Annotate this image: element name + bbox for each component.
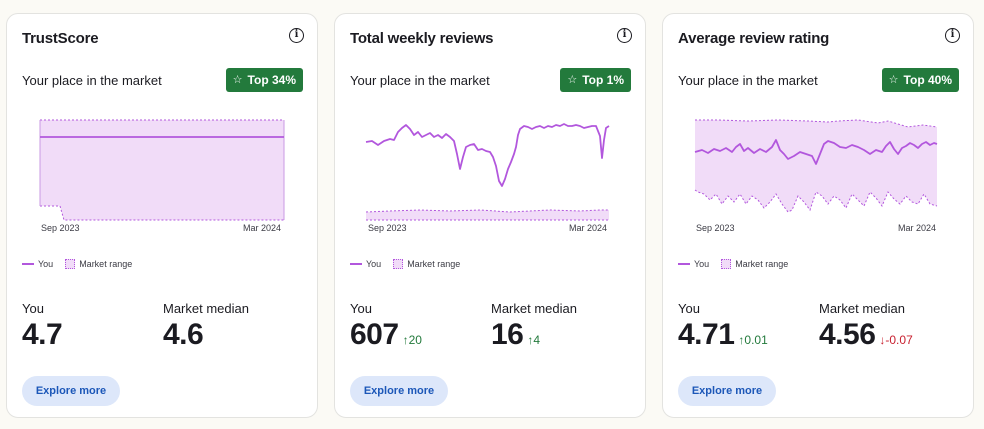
rank-badge: ☆ Top 40%: [881, 68, 959, 92]
median-label: Market median: [819, 301, 905, 316]
you-delta: ↑20: [403, 333, 422, 347]
market-place-label: Your place in the market: [350, 73, 490, 88]
x-tick-start: Sep 2023: [41, 223, 80, 233]
you-line: [365, 123, 610, 187]
you-line: [694, 139, 938, 165]
badge-label: Top 34%: [247, 73, 296, 87]
card-title: Average review rating: [678, 30, 830, 47]
arrow-up-icon: ↑: [402, 333, 409, 347]
you-value-number: 607: [350, 318, 399, 351]
legend-you: You: [694, 259, 710, 269]
arrow-up-icon: ↑: [527, 333, 534, 347]
badge-label: Top 1%: [582, 73, 624, 87]
median-label: Market median: [163, 301, 249, 316]
median-value: 4.56 ↓-0.07: [819, 318, 913, 352]
legend-range: Market range: [79, 259, 133, 269]
trustscore-card: TrustScore i Your place in the market ☆ …: [6, 13, 318, 418]
you-delta-value: 20: [408, 333, 422, 347]
weekly-reviews-card: Total weekly reviews i Your place in the…: [334, 13, 646, 418]
you-value: 607 ↑20: [350, 318, 422, 352]
card-title: TrustScore: [22, 30, 99, 47]
arrow-down-icon: ↓: [879, 333, 886, 347]
you-swatch: [678, 263, 690, 265]
you-value-number: 4.71: [678, 318, 735, 351]
star-icon: ☆: [232, 74, 243, 86]
legend-you: You: [366, 259, 382, 269]
market-range-top: [365, 209, 609, 213]
range-swatch: [393, 259, 404, 269]
you-delta-value: 0.01: [744, 333, 768, 347]
info-icon[interactable]: i: [945, 28, 960, 43]
you-label: You: [22, 301, 44, 316]
range-swatch: [65, 259, 76, 269]
median-delta-value: 4: [533, 333, 541, 347]
explore-more-button[interactable]: Explore more: [678, 376, 776, 406]
star-icon: ☆: [888, 74, 899, 86]
you-value: 4.7: [22, 318, 63, 352]
market-range-area: [695, 120, 937, 212]
info-icon[interactable]: i: [289, 28, 304, 43]
chart-legend: You Market range: [350, 259, 460, 269]
x-tick-start: Sep 2023: [368, 223, 407, 233]
median-delta: ↑4: [527, 333, 540, 347]
explore-more-button[interactable]: Explore more: [350, 376, 448, 406]
median-value: 16 ↑4: [491, 318, 540, 352]
rank-badge: ☆ Top 1%: [560, 68, 631, 92]
median-value-number: 4.6: [163, 318, 204, 351]
arrow-up-icon: ↑: [738, 333, 745, 347]
median-delta-value: -0.07: [885, 333, 913, 347]
market-range-bottom: [694, 189, 938, 213]
info-icon[interactable]: i: [617, 28, 632, 43]
star-icon: ☆: [567, 74, 578, 86]
market-range-area: [40, 120, 284, 220]
x-tick-end: Mar 2024: [243, 223, 282, 233]
weekly-reviews-chart: [365, 123, 610, 221]
median-label: Market median: [491, 301, 577, 316]
chart-legend: You Market range: [678, 259, 788, 269]
trustscore-chart: [39, 119, 285, 221]
median-value: 4.6: [163, 318, 204, 352]
you-value-number: 4.7: [22, 318, 63, 351]
legend-you: You: [38, 259, 54, 269]
market-range-bottom: [40, 205, 284, 221]
x-tick-end: Mar 2024: [569, 223, 608, 233]
range-swatch: [721, 259, 732, 269]
market-range-top: [695, 119, 938, 128]
badge-label: Top 40%: [903, 73, 952, 87]
you-swatch: [22, 263, 34, 265]
you-delta: ↑0.01: [738, 333, 767, 347]
median-value-number: 4.56: [819, 318, 876, 351]
legend-range: Market range: [735, 259, 789, 269]
you-value: 4.71 ↑0.01: [678, 318, 768, 352]
card-title: Total weekly reviews: [350, 30, 494, 47]
you-label: You: [678, 301, 700, 316]
rank-badge: ☆ Top 34%: [225, 68, 303, 92]
you-label: You: [350, 301, 372, 316]
x-tick-start: Sep 2023: [696, 223, 735, 233]
explore-more-button[interactable]: Explore more: [22, 376, 120, 406]
legend-range: Market range: [407, 259, 461, 269]
market-range-area: [366, 210, 609, 220]
average-rating-chart: [694, 119, 938, 213]
market-place-label: Your place in the market: [678, 73, 818, 88]
average-rating-card: Average review rating i Your place in th…: [662, 13, 974, 418]
you-swatch: [350, 263, 362, 265]
market-place-label: Your place in the market: [22, 73, 162, 88]
x-tick-end: Mar 2024: [898, 223, 937, 233]
median-value-number: 16: [491, 318, 524, 351]
median-delta: ↓-0.07: [879, 333, 912, 347]
chart-legend: You Market range: [22, 259, 132, 269]
